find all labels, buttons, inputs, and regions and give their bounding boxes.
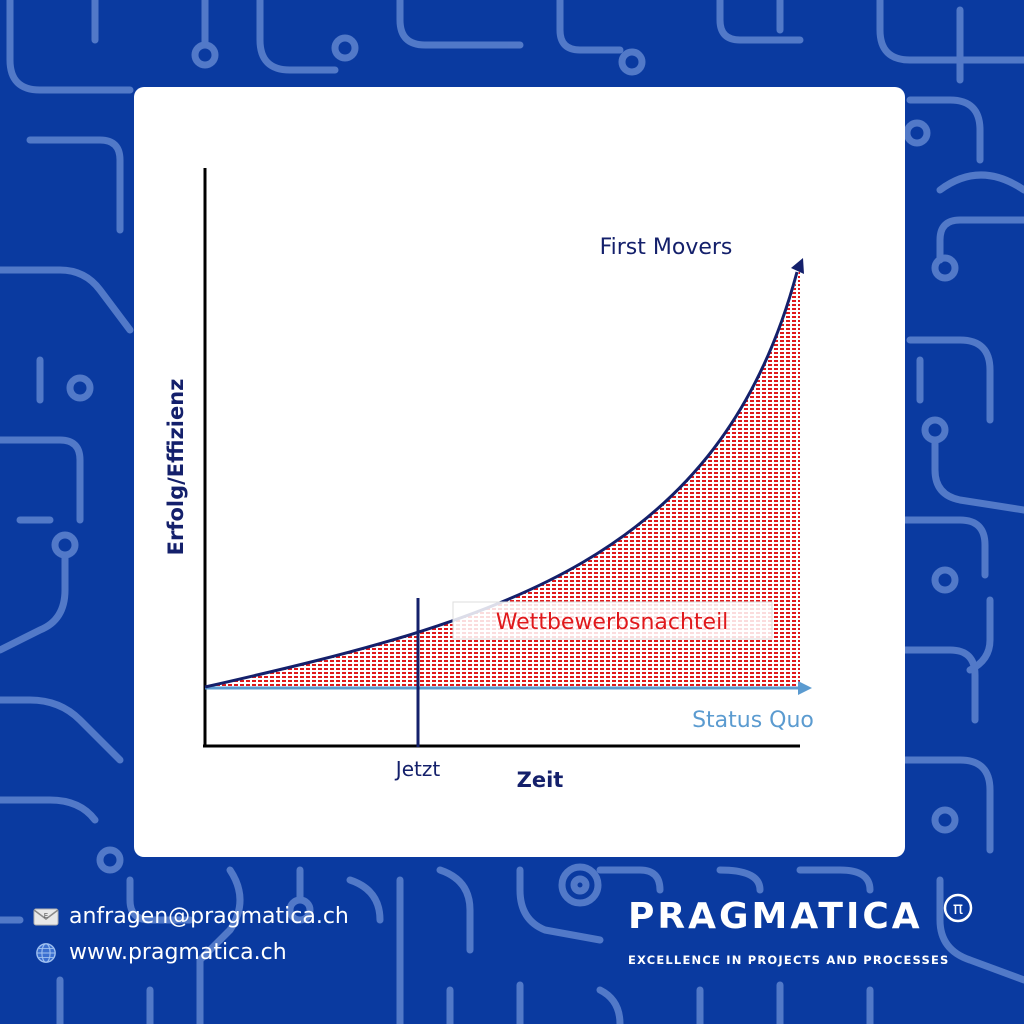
email-contact[interactable]: E anfragen@pragmatica.ch — [33, 904, 349, 929]
x-axis-label: Zeit — [517, 768, 564, 792]
envelope-icon: E — [33, 908, 59, 925]
baseline-label: Status Quo — [692, 708, 814, 733]
first-movers-curve — [204, 271, 799, 689]
brand-logo: PRAGMATICA π EXCELLENCE IN PROJECTS AND … — [628, 893, 973, 967]
disadvantage-area — [205, 268, 800, 687]
svg-text:π: π — [953, 899, 963, 919]
y-axis-label: Erfolg/Effizienz — [164, 379, 188, 556]
website-contact[interactable]: www.pragmatica.ch — [33, 940, 287, 965]
gap-label: Wettbewerbsnachteil — [496, 610, 729, 635]
brand-tagline: EXCELLENCE IN PROJECTS AND PROCESSES — [628, 953, 950, 967]
first-movers-arrowhead — [791, 258, 804, 274]
brand-name: PRAGMATICA — [628, 896, 923, 937]
status-quo-arrowhead — [798, 681, 812, 695]
marker-label: Jetzt — [394, 757, 441, 781]
website-text: www.pragmatica.ch — [69, 940, 287, 965]
email-text: anfragen@pragmatica.ch — [69, 904, 349, 929]
svg-text:E: E — [44, 912, 48, 920]
pi-icon: π — [943, 893, 973, 923]
globe-icon — [36, 942, 56, 963]
gap-label-box — [452, 601, 773, 640]
curve-label: First Movers — [600, 235, 733, 260]
